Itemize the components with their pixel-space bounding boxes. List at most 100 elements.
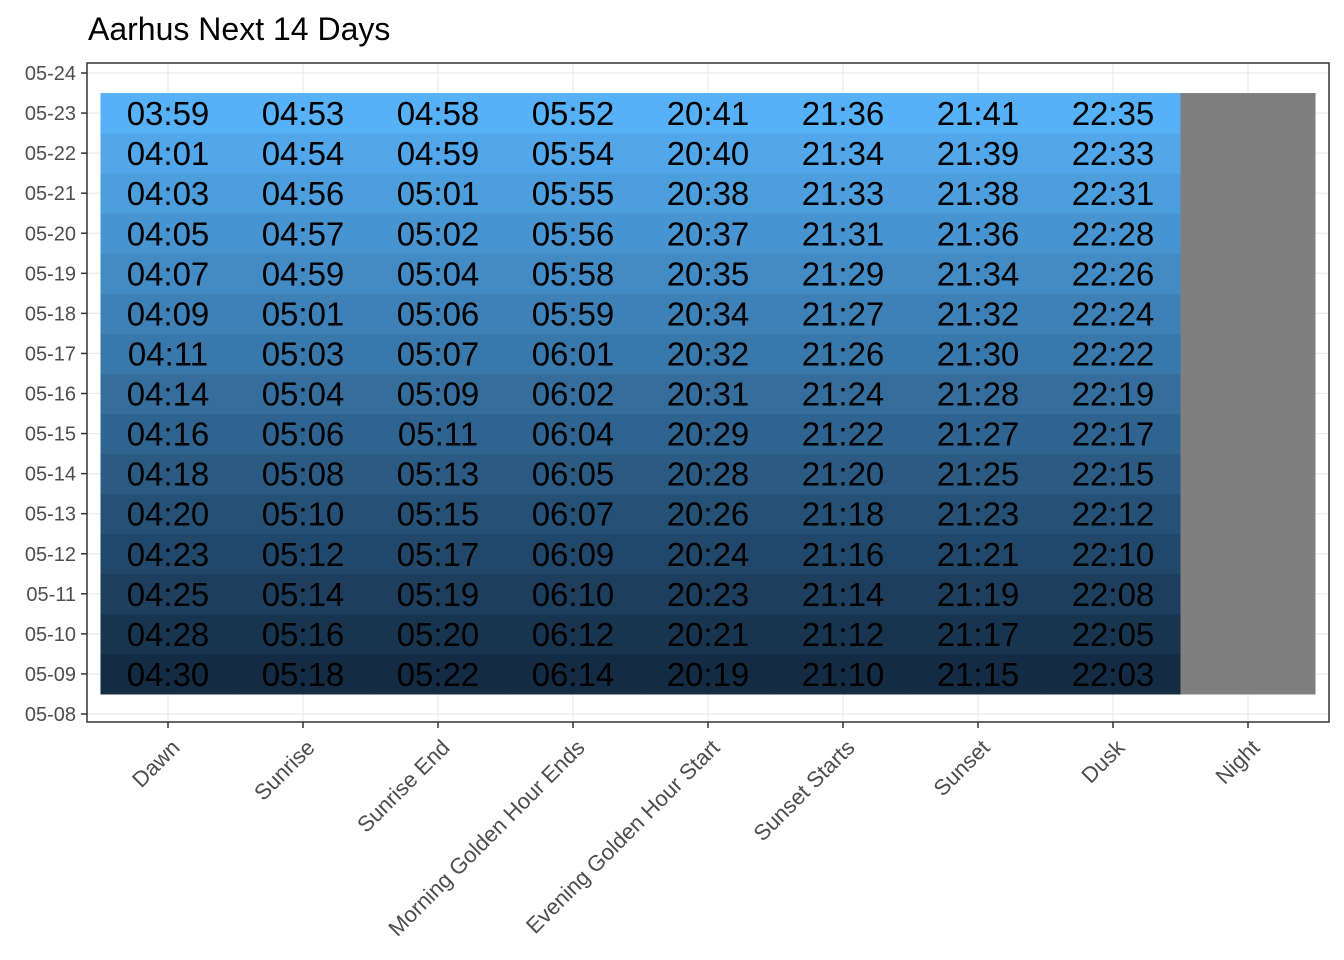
- cell-time-label: 20:28: [667, 456, 750, 493]
- heatmap-tile: [1045, 573, 1181, 615]
- heatmap-tile: [100, 653, 236, 695]
- heatmap-tile: [640, 173, 776, 214]
- x-tick-label: Sunset Starts: [748, 735, 859, 846]
- cell-time-label: 21:15: [937, 656, 1020, 693]
- y-tick-label: 05-21: [25, 183, 76, 205]
- night-tile: [1180, 173, 1316, 214]
- cell-time-label: 04:58: [397, 95, 480, 132]
- y-tick-label: 05-09: [25, 664, 76, 686]
- cell-time-label: 21:34: [802, 135, 885, 172]
- cell-time-label: 06:14: [532, 656, 615, 693]
- x-tick-label: Sunrise: [249, 735, 319, 805]
- heatmap-tile: [910, 93, 1046, 134]
- cell-time-label: 06:05: [532, 456, 615, 493]
- cell-time-label: 04:05: [127, 215, 210, 252]
- cell-time-label: 21:33: [802, 175, 885, 212]
- heatmap-tile: [100, 333, 236, 374]
- y-tick-label: 05-20: [25, 223, 76, 245]
- heatmap-tile: [640, 493, 776, 535]
- cell-time-label: 22:33: [1072, 135, 1155, 172]
- heatmap-tile: [505, 493, 641, 535]
- y-tick-label: 05-16: [25, 384, 76, 406]
- heatmap-tile: [235, 333, 371, 374]
- y-tick-label: 05-17: [25, 343, 76, 365]
- cell-time-label: 04:57: [262, 215, 345, 252]
- heatmap-tile: [640, 613, 776, 655]
- cell-time-label: 05:01: [397, 175, 480, 212]
- cell-time-label: 22:28: [1072, 215, 1155, 252]
- cell-time-label: 21:20: [802, 456, 885, 493]
- cell-time-label: 20:26: [667, 496, 750, 533]
- cell-time-label: 04:07: [127, 255, 210, 292]
- cell-time-label: 03:59: [127, 95, 210, 132]
- cell-time-label: 05:20: [397, 616, 480, 653]
- cell-time-label: 05:19: [397, 576, 480, 613]
- night-tile: [1180, 133, 1316, 174]
- cell-time-label: 05:07: [397, 335, 480, 372]
- cell-time-label: 05:55: [532, 175, 615, 212]
- cell-time-label: 04:54: [262, 135, 345, 172]
- heatmap-tile: [505, 133, 641, 174]
- cell-time-label: 21:14: [802, 576, 885, 613]
- cell-time-label: 05:04: [262, 376, 345, 413]
- cell-time-label: 04:09: [127, 295, 210, 332]
- night-tile: [1180, 533, 1316, 575]
- heatmap-tile: [1045, 293, 1181, 334]
- x-tick-label: Sunset: [928, 735, 994, 801]
- heatmap-tile: [235, 93, 371, 134]
- cell-time-label: 21:24: [802, 376, 885, 413]
- heatmap-tile: [100, 213, 236, 254]
- cell-time-label: 05:58: [532, 255, 615, 292]
- night-tile: [1180, 493, 1316, 535]
- cell-time-label: 06:12: [532, 616, 615, 653]
- cell-time-label: 21:32: [937, 295, 1020, 332]
- cell-time-label: 21:16: [802, 536, 885, 573]
- cell-time-label: 21:31: [802, 215, 885, 252]
- cell-time-label: 22:03: [1072, 656, 1155, 693]
- cell-time-label: 05:54: [532, 135, 615, 172]
- cell-time-label: 05:15: [397, 496, 480, 533]
- cell-time-label: 05:13: [397, 456, 480, 493]
- heatmap-tile: [235, 293, 371, 334]
- heatmap-tile: [235, 173, 371, 214]
- cell-time-label: 21:26: [802, 335, 885, 372]
- chart-title: Aarhus Next 14 Days: [88, 11, 390, 47]
- cell-time-label: 04:18: [127, 456, 210, 493]
- cell-time-label: 22:05: [1072, 616, 1155, 653]
- heatmap-tile: [640, 133, 776, 174]
- cell-time-label: 04:59: [397, 135, 480, 172]
- cell-time-label: 05:22: [397, 656, 480, 693]
- heatmap-tile: [1045, 453, 1181, 495]
- cell-time-label: 20:40: [667, 135, 750, 172]
- heatmap-tile: [640, 333, 776, 374]
- cell-time-label: 06:07: [532, 496, 615, 533]
- cell-time-label: 21:23: [937, 496, 1020, 533]
- cell-time-label: 20:41: [667, 95, 750, 132]
- heatmap-tile: [370, 293, 506, 334]
- heatmap-tile: [1045, 253, 1181, 294]
- heatmap-tile: [640, 413, 776, 455]
- heatmap-tile: [775, 213, 911, 254]
- cell-time-label: 04:11: [128, 335, 208, 372]
- cell-time-label: 21:30: [937, 335, 1020, 372]
- night-tile: [1180, 333, 1316, 374]
- cell-time-label: 05:12: [262, 536, 345, 573]
- cell-time-label: 20:35: [667, 255, 750, 292]
- heatmap-tile: [100, 413, 236, 455]
- cell-time-label: 20:24: [667, 536, 750, 573]
- cell-time-label: 04:56: [262, 175, 345, 212]
- cell-time-label: 05:06: [397, 295, 480, 332]
- heatmap-tile: [235, 653, 371, 695]
- cell-time-label: 21:27: [937, 416, 1020, 453]
- cell-time-label: 21:12: [802, 616, 885, 653]
- heatmap-tile: [370, 533, 506, 575]
- cell-labels: 04:30 05:18 05:22 06:14 20:19 21:10 21:15 22:03…: [127, 95, 1155, 693]
- heatmap-tile: [100, 293, 236, 334]
- cell-time-label: 21:28: [937, 376, 1020, 413]
- cell-time-label: 20:21: [667, 616, 750, 653]
- heatmap-tile: [775, 253, 911, 294]
- heatmap-tile: [910, 133, 1046, 174]
- heatmap-tile: [505, 173, 641, 214]
